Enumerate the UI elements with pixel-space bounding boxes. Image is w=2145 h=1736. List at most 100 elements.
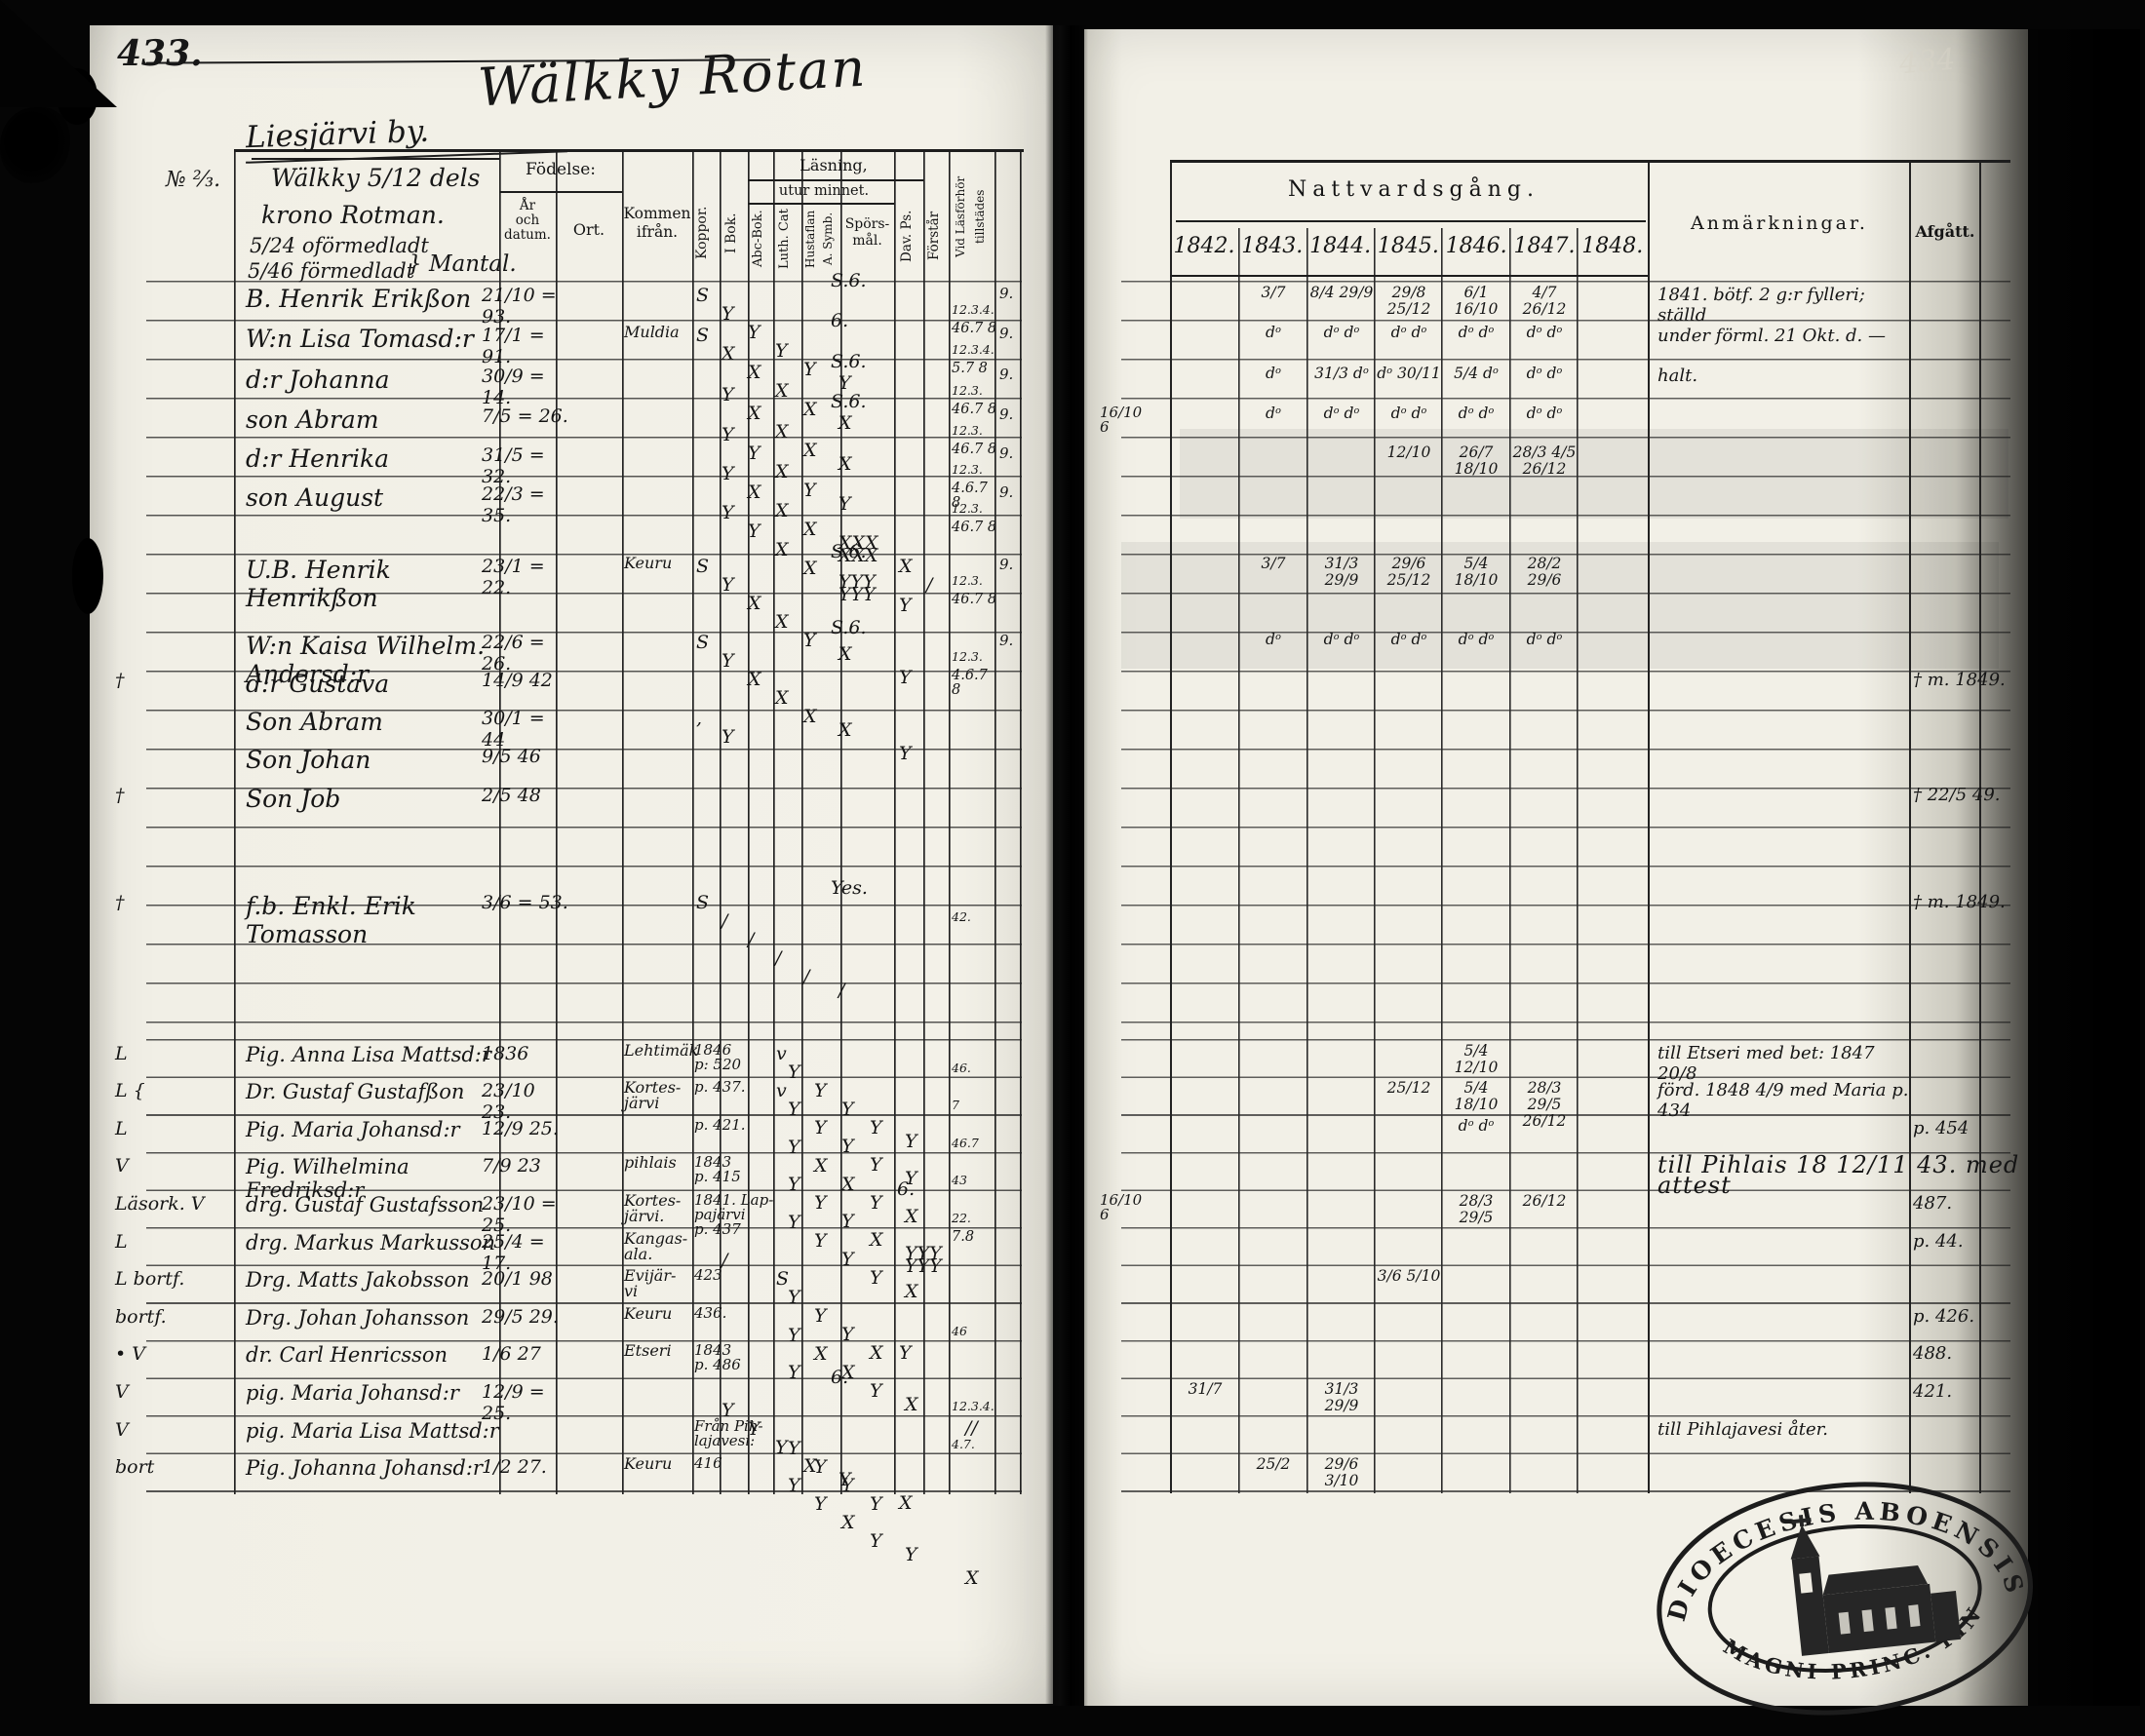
communion-1846: 28/3 29/5 — [1459, 1192, 1494, 1226]
stamp-outer-ring — [1657, 1482, 2033, 1716]
attendance-codes: 12.3. — [952, 462, 983, 477]
mark-abc-bok: Y — [814, 1192, 827, 1214]
attendance-codes: 46.7 8 — [952, 321, 997, 336]
reading-marks: Y Y Y X — [788, 1268, 1027, 1364]
right-margin-note: 16/10 6 — [1100, 1191, 1143, 1223]
birth-date: 22/3 = 35. — [482, 483, 545, 526]
mark-luth-cat: Y — [841, 1136, 854, 1157]
mark-i-bok: Y — [722, 303, 734, 325]
communion-1844: 31/3 29/9 — [1324, 1380, 1359, 1414]
margin-mark: bort — [115, 1456, 155, 1478]
attendance-codes: 46. — [952, 1061, 971, 1075]
communion-1843: dᵒ — [1266, 631, 1281, 648]
film-artifact — [72, 538, 103, 614]
church-icon — [1790, 1515, 1962, 1656]
mark-dav-ps: X — [899, 1492, 913, 1514]
lasforhor-attendance — [952, 785, 998, 840]
attendance-extra: 9. — [999, 632, 1014, 649]
mark-hustaflan: X — [803, 558, 817, 579]
communion-1846: dᵒ dᵒ — [1458, 405, 1495, 422]
mark-abc-bok: Y — [814, 1456, 827, 1478]
communion-1845: dᵒ dᵒ — [1390, 631, 1427, 648]
communion-1847: 4/7 26/12 — [1522, 284, 1567, 318]
communion-1845: 29/8 25/12 — [1386, 284, 1431, 318]
attendance-codes: 4.7. — [952, 1437, 975, 1451]
margin-mark: V — [115, 1155, 129, 1177]
mark-dav-ps: Y — [899, 743, 912, 764]
afgatt-note: † m. 1849. — [1913, 670, 2006, 690]
birth-date: 30/1 = 44 — [482, 708, 545, 751]
person-name: Pig. Johanna Johansd:r — [246, 1456, 483, 1480]
margin-mark: Läsork. V — [115, 1193, 205, 1215]
person-name: son August — [246, 483, 384, 512]
attendance-extra: 9. — [999, 444, 1014, 462]
afgatt-note: p. 44. — [1913, 1231, 1964, 1252]
communion-1847: dᵒ dᵒ — [1526, 631, 1563, 648]
attendance-codes: 42. — [952, 909, 971, 924]
attendance-codes: 12.3. — [952, 383, 983, 398]
communion-1843: dᵒ — [1266, 365, 1281, 382]
attendance-extra: 9. — [999, 483, 1014, 501]
mark-hustaflan: / — [803, 966, 810, 987]
attendance-codes: 4.6.7 8 — [952, 481, 988, 511]
birth-date: 23/1 = 22. — [482, 556, 545, 598]
mark-sporsmal: X — [905, 1206, 918, 1227]
ink-blot — [0, 107, 70, 183]
mark-sporsmal: XXX XXX — [838, 532, 878, 566]
birth-date: 31/5 = 32. — [482, 444, 545, 487]
year-label: 1848. — [1581, 234, 1644, 258]
lasforhor-attendance: 46 — [952, 1306, 998, 1362]
attendance-codes: 4.6.7 8 — [952, 668, 988, 698]
person-name: W:n Lisa Tomasd:r — [246, 325, 474, 353]
mark-luth-cat: Y — [841, 1475, 854, 1496]
page-reference: 1843 p. 415 — [694, 1153, 741, 1185]
communion-1843: dᵒ — [1266, 405, 1281, 422]
reading-marks: Y Y X X YYY YYY Y — [722, 483, 960, 616]
village-heading: Liesjärvi by. — [245, 113, 430, 156]
margin-mark: † — [115, 892, 125, 913]
holding-line2: krono Rotman. — [261, 201, 445, 229]
reading-marks: Y Y Y Y — [788, 1419, 1027, 1515]
birth-date: 7/5 = 26. — [482, 405, 568, 427]
origin-place: Kortes- järvi — [624, 1078, 682, 1112]
communion-1846: 5/4 dᵒ — [1454, 365, 1499, 382]
stamp-inner-ring — [1707, 1524, 1982, 1674]
person-name: Dr. Gustaf Gustafßon — [246, 1080, 465, 1103]
attendance-codes: 12.3.4. — [952, 1399, 994, 1413]
mark-dav-ps: Y — [899, 595, 912, 616]
communion-1847: dᵒ dᵒ — [1526, 405, 1563, 422]
margin-mark: † — [115, 670, 125, 691]
reading-marks — [722, 746, 960, 787]
communion-1847: 28/3 4/5 26/12 — [1512, 444, 1577, 478]
lasforhor-attendance: 46. — [952, 1043, 998, 1099]
birth-date: 3/6 = 53. — [482, 892, 568, 913]
mark-abc-bok: Y — [748, 322, 760, 343]
mark-note: S.6. — [831, 541, 867, 562]
person-name: Drg. Johan Johansson — [246, 1306, 470, 1330]
mark-sporsmal: YYY YYY — [905, 1243, 942, 1277]
koppor-mark: S — [696, 892, 710, 913]
header-symb: A. Symb. — [821, 212, 835, 266]
reading-marks: Y Y X Y Y X — [788, 1456, 1027, 1589]
ledger-row: V pig. Maria Lisa Mattsd:r Från Pih- laj… — [0, 1419, 2145, 1516]
header-anmarkningar: Anmärkningar. — [1691, 212, 1868, 234]
communion-1844: 31/3 29/9 — [1324, 555, 1359, 589]
afgatt-note: † 22/5 49. — [1913, 785, 2001, 805]
header-subrule — [499, 191, 622, 193]
ledger-row: † d:r Gustava 14/9 42 † m. 1849. — [0, 670, 2145, 711]
reading-marks: Y Y Y Y Y — [788, 1043, 1027, 1151]
communion-1846: 26/7 18/10 — [1454, 444, 1499, 478]
origin-place: Keuru — [624, 554, 673, 572]
ledger-row: W:n Kaisa Wilhelm. Andersd:r 22/6 = 26. … — [0, 617, 2145, 764]
margin-mark: L — [115, 1231, 128, 1253]
right-margin-note: 16/10 6 — [1100, 404, 1143, 436]
year-label: 1842. — [1173, 234, 1235, 258]
mark-i-bok: Y — [722, 424, 734, 445]
communion-1843: dᵒ — [1266, 324, 1281, 341]
communion-1845: 3/6 5/10 — [1377, 1267, 1441, 1285]
person-name: U.B. Henrik Henrikßon — [246, 556, 391, 612]
margin-mark: bortf. — [115, 1306, 167, 1328]
mark-sporsmal: Y — [905, 1544, 917, 1565]
lasforhor-attendance: 12.3. 46.7 8 — [952, 556, 998, 611]
mark-hustaflan: Y — [803, 359, 816, 380]
